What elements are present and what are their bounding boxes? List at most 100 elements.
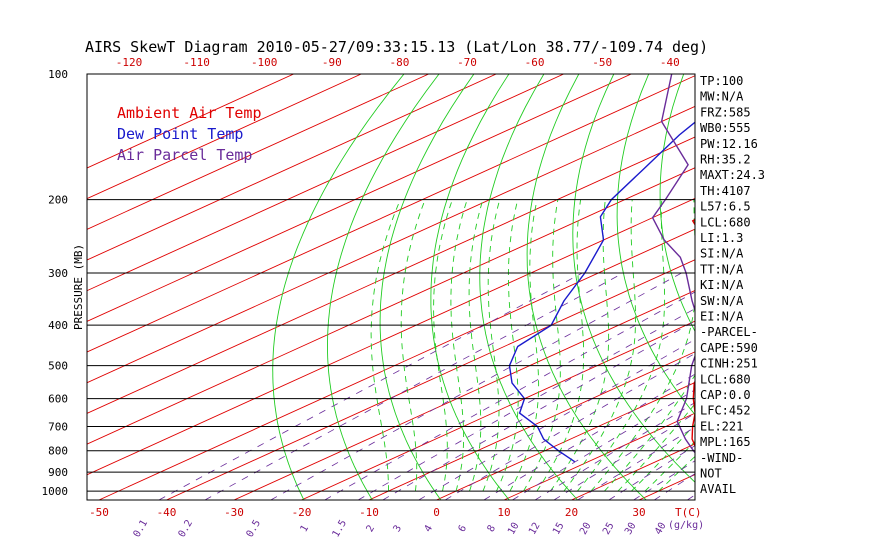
mixing-ratio-tick-label: 0.2 <box>177 518 196 539</box>
series-air-parcel-temp <box>651 74 695 454</box>
pressure-tick-label: 800 <box>48 445 68 458</box>
isotherm-line <box>233 289 695 500</box>
isotherm-line <box>87 74 294 169</box>
index-entry: LI:1.3 <box>700 231 743 245</box>
index-entry: MAXT:24.3 <box>700 168 765 182</box>
mixing-ratio-line <box>158 272 583 500</box>
pressure-tick-label: 600 <box>48 393 68 406</box>
top-temp-tick-label: -40 <box>660 56 680 69</box>
mixing-ratio-tick-label: 40 <box>653 521 669 537</box>
top-temp-tick-label: -80 <box>389 56 409 69</box>
top-temp-tick-label: -50 <box>592 56 612 69</box>
moist-adiabat-line <box>482 199 501 492</box>
index-entry: MW:N/A <box>700 90 744 104</box>
pressure-tick-label: 1000 <box>42 485 69 498</box>
bottom-temp-tick-label: -10 <box>359 506 379 519</box>
isotherm-line <box>774 74 870 500</box>
isotherm-line <box>98 228 695 500</box>
bottom-temp-tick-label: 10 <box>497 506 510 519</box>
index-entry: FRZ:585 <box>700 105 751 119</box>
moist-adiabat-line <box>644 440 695 492</box>
mixing-ratio-line <box>270 272 682 500</box>
isotherm-line <box>87 136 695 414</box>
temp-unit-label: T(C) <box>675 506 702 519</box>
index-entry: EL:221 <box>700 419 743 433</box>
isotherm-line <box>87 74 497 261</box>
mixing-ratio-line <box>654 473 695 500</box>
dry-adiabat-line <box>572 74 695 483</box>
isotherm-line <box>87 197 695 476</box>
index-entry: CINH:251 <box>700 357 758 371</box>
mixing-ratio-tick-label: 3 <box>392 523 405 534</box>
top-temp-tick-label: -90 <box>322 56 342 69</box>
index-entry: SW:N/A <box>700 294 744 308</box>
isotherm-line <box>503 412 695 500</box>
mixing-ratio-line <box>633 460 695 500</box>
index-entry: CAPE:590 <box>700 341 758 355</box>
pressure-axis-label: PRESSURE (MB) <box>72 244 85 330</box>
mixing-ratio-line <box>444 352 695 500</box>
mixing-ratio-tick-label: 20 <box>578 521 594 537</box>
legend-item: Ambient Air Temp <box>117 104 262 122</box>
mixing-ratio-tick-label: 12 <box>527 521 543 537</box>
dry-adiabat-line <box>857 74 870 500</box>
isotherm-line <box>87 74 632 322</box>
isotherm-line <box>87 167 695 445</box>
index-entry: PW:12.16 <box>700 137 758 151</box>
index-entry: LCL:680 <box>700 215 751 229</box>
pressure-axis: 100 200 300 400 500 600 700 800 900 1000 <box>42 68 695 498</box>
index-entry: LCL:680 <box>700 372 751 386</box>
mixing-ratio-unit-label: (g/kg) <box>668 520 704 531</box>
bottom-temp-tick-label: 0 <box>433 506 440 519</box>
isotherm-line <box>368 351 695 500</box>
mixing-ratio-tick-label: 15 <box>551 521 567 537</box>
bottom-temp-tick-label: 20 <box>565 506 578 519</box>
pressure-tick-label: 200 <box>48 194 68 207</box>
dry-adiabat-line <box>782 74 870 500</box>
moist-adiabat-line <box>495 199 519 492</box>
legend-item: Dew Point Temp <box>117 125 243 143</box>
dry-adiabat-line <box>430 74 510 500</box>
isotherm-line <box>87 105 695 384</box>
top-temp-tick-label: -100 <box>251 56 278 69</box>
mixing-ratio-line <box>608 445 695 500</box>
mixing-ratio-tick-label: 2 <box>365 523 378 534</box>
index-entry: CAP:0.0 <box>700 388 751 402</box>
mixing-ratio-line <box>512 389 695 500</box>
pressure-tick-label: 700 <box>48 421 68 434</box>
dry-adiabat-line <box>327 74 440 500</box>
index-entry: -PARCEL- <box>700 325 758 339</box>
dry-adiabat-line <box>616 74 695 416</box>
isotherm-line <box>301 320 695 500</box>
index-entry: WB0:555 <box>700 121 751 135</box>
mixing-ratio-line <box>382 320 695 500</box>
legend-item: Air Parcel Temp <box>117 146 252 164</box>
pressure-tick-label: 100 <box>48 68 68 81</box>
dry-adiabat-line <box>479 74 579 500</box>
isotherm-line <box>436 382 695 500</box>
moist-adiabat-line <box>658 455 695 492</box>
bottom-temp-tick-label: -30 <box>224 506 244 519</box>
moist-adiabat-line <box>370 199 401 492</box>
index-entry: NOT <box>700 467 722 481</box>
top-temp-tick-label: -120 <box>116 56 143 69</box>
dry-adiabat-line <box>659 74 695 333</box>
bottom-temp-tick-label: 30 <box>632 506 645 519</box>
profile-lines <box>508 74 695 463</box>
dry-adiabat-line <box>526 74 647 500</box>
index-entry: MPL:165 <box>700 435 751 449</box>
pressure-tick-label: 500 <box>48 360 68 373</box>
moist-adiabat-line <box>590 199 695 492</box>
top-temp-tick-label: -110 <box>183 56 210 69</box>
moist-adiabat-line <box>617 402 695 492</box>
dry-adiabat-line <box>379 74 475 500</box>
pressure-tick-label: 300 <box>48 267 68 280</box>
moist-adiabat-line <box>604 374 695 492</box>
mixing-ratio-line <box>553 412 695 500</box>
index-entry: KI:N/A <box>700 278 744 292</box>
index-entry: TH:4107 <box>700 184 751 198</box>
mixing-ratio-line <box>357 308 695 500</box>
mixing-ratio-tick-label: 1 <box>299 523 312 534</box>
